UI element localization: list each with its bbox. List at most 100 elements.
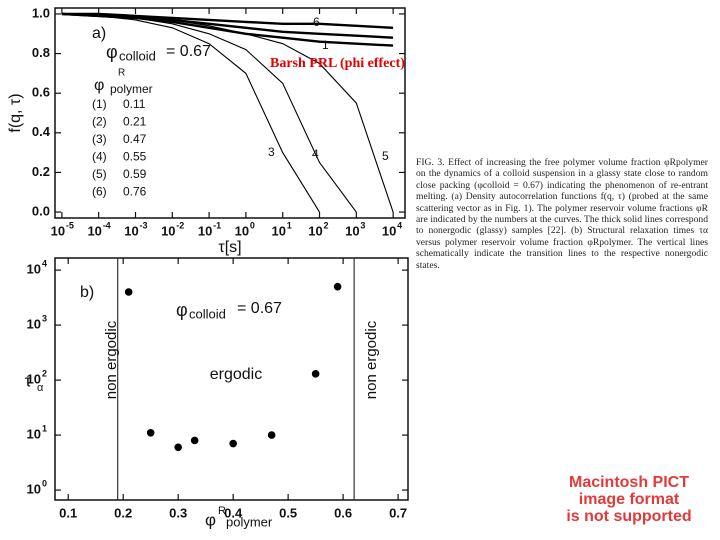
tick-label-exponent: -2 [176, 220, 184, 230]
tick-label: 10 [345, 223, 359, 238]
notice-line: image format [578, 491, 680, 508]
legend-value: 0.47 [123, 132, 147, 146]
plot-frame [54, 7, 406, 219]
legend-entry: (4) [92, 150, 107, 164]
tick-label: 10 [235, 223, 249, 238]
tick-label: 0.6 [334, 505, 352, 520]
unsupported-notice: Macintosh PICT image format is not suppo… [540, 474, 718, 525]
x-axis-label-sub: polymer [226, 514, 273, 529]
tick-label: 10 [308, 223, 322, 238]
tick-label: 10 [27, 317, 41, 332]
tick-label: 0.2 [32, 164, 50, 179]
data-point [190, 436, 199, 445]
curve-label: 1 [322, 38, 329, 52]
tick-label-exponent: 3 [360, 220, 365, 230]
curve-label: 4 [312, 147, 319, 161]
data-point [146, 429, 155, 437]
tick-label: 0.5 [279, 505, 297, 520]
y-axis-label: f(q, τ) [7, 93, 24, 132]
legend-entry: (3) [92, 132, 107, 146]
legend-value: 0.11 [123, 97, 146, 111]
tick-label: 10 [161, 223, 175, 238]
curve-label: 6 [313, 15, 320, 29]
data-point [229, 439, 237, 448]
plot-frame [54, 257, 409, 501]
tick-label: 0.2 [114, 505, 132, 520]
tick-label-exponent: 2 [42, 368, 47, 378]
tick-label: 10 [87, 223, 101, 238]
tick-label: 10 [51, 223, 65, 238]
tick-label-exponent: -3 [139, 220, 147, 230]
legend-entry: (6) [92, 185, 107, 199]
tick-label: 0.6 [32, 85, 50, 100]
phi-subscript: colloid [119, 48, 156, 63]
overlay-note: Barsh PRL (phi effect) [270, 56, 405, 71]
curve [61, 13, 357, 213]
region-label: non ergodic [363, 320, 380, 399]
tick-label-exponent: 3 [42, 313, 47, 323]
phi-value: = 0.67 [166, 43, 211, 60]
tick-label: 10 [27, 372, 41, 387]
caption: FIG. 3. Effect of increasing the free po… [416, 157, 708, 271]
x-axis-label-sup: R [218, 505, 226, 517]
tick-label-exponent: 1 [287, 220, 292, 230]
phi-symbol: φ [106, 42, 118, 62]
data-point [174, 443, 182, 452]
notice-line: is not supported [566, 508, 692, 525]
tick-label-exponent: 2 [324, 220, 329, 230]
tick-label-exponent: 1 [42, 423, 47, 433]
phi-subscript: colloid [189, 306, 226, 321]
data-point [333, 282, 342, 291]
tick-label: 10 [27, 262, 41, 277]
tick-label: 0.4 [32, 124, 51, 139]
tick-label: 10 [382, 223, 396, 238]
tick-label-exponent: 0 [250, 220, 255, 230]
legend-value: 0.76 [123, 185, 147, 199]
legend-title: φ [94, 77, 104, 94]
x-axis-label: φ [205, 510, 216, 529]
data-point [124, 288, 133, 296]
phi-symbol: φ [176, 300, 188, 320]
tick-label: 0.4 [224, 505, 243, 520]
tick-label: 10 [27, 482, 41, 497]
x-axis-label: τ[s] [218, 239, 241, 256]
tick-label: 0.0 [32, 203, 50, 218]
tick-label-exponent: 4 [397, 220, 402, 230]
tick-label: 10 [27, 427, 41, 442]
legend-entry: (2) [92, 115, 107, 129]
tick-label: 0.3 [169, 505, 187, 520]
data-point [311, 370, 320, 378]
tick-label-exponent: 4 [42, 258, 47, 268]
panel-label: b) [80, 284, 94, 301]
legend-entry: (5) [92, 167, 107, 181]
tick-label: 0.8 [32, 45, 50, 60]
tick-label-exponent: 0 [42, 478, 47, 488]
legend-value: 0.59 [123, 167, 147, 181]
legend-title-sub: polymer [110, 82, 153, 96]
legend-title-sup: R [118, 68, 125, 79]
data-point [267, 431, 276, 439]
region-label: non ergodic [103, 320, 120, 399]
legend-value: 0.55 [123, 150, 147, 164]
tick-label: 10 [198, 223, 212, 238]
tick-label: 1.0 [32, 5, 50, 20]
curve [61, 12, 394, 29]
tick-label-exponent: -1 [213, 220, 221, 230]
tick-label: 10 [271, 223, 285, 238]
tick-label: 10 [124, 223, 138, 238]
panel-label: a) [92, 25, 106, 42]
tick-label-exponent: -5 [66, 220, 74, 230]
tick-label: 0.7 [389, 505, 407, 520]
notice-line: Macintosh PICT [568, 474, 689, 491]
tick-label: 0.1 [59, 505, 77, 520]
y-axis-label-sub: α [37, 382, 44, 394]
region-label: ergodic [210, 366, 262, 383]
phi-value: = 0.67 [237, 300, 282, 317]
legend-value: 0.21 [123, 115, 147, 129]
curve-label: 3 [268, 145, 275, 159]
legend-entry: (1) [92, 97, 107, 111]
tick-label-exponent: -4 [103, 220, 111, 230]
y-axis-label: τ [25, 371, 32, 390]
